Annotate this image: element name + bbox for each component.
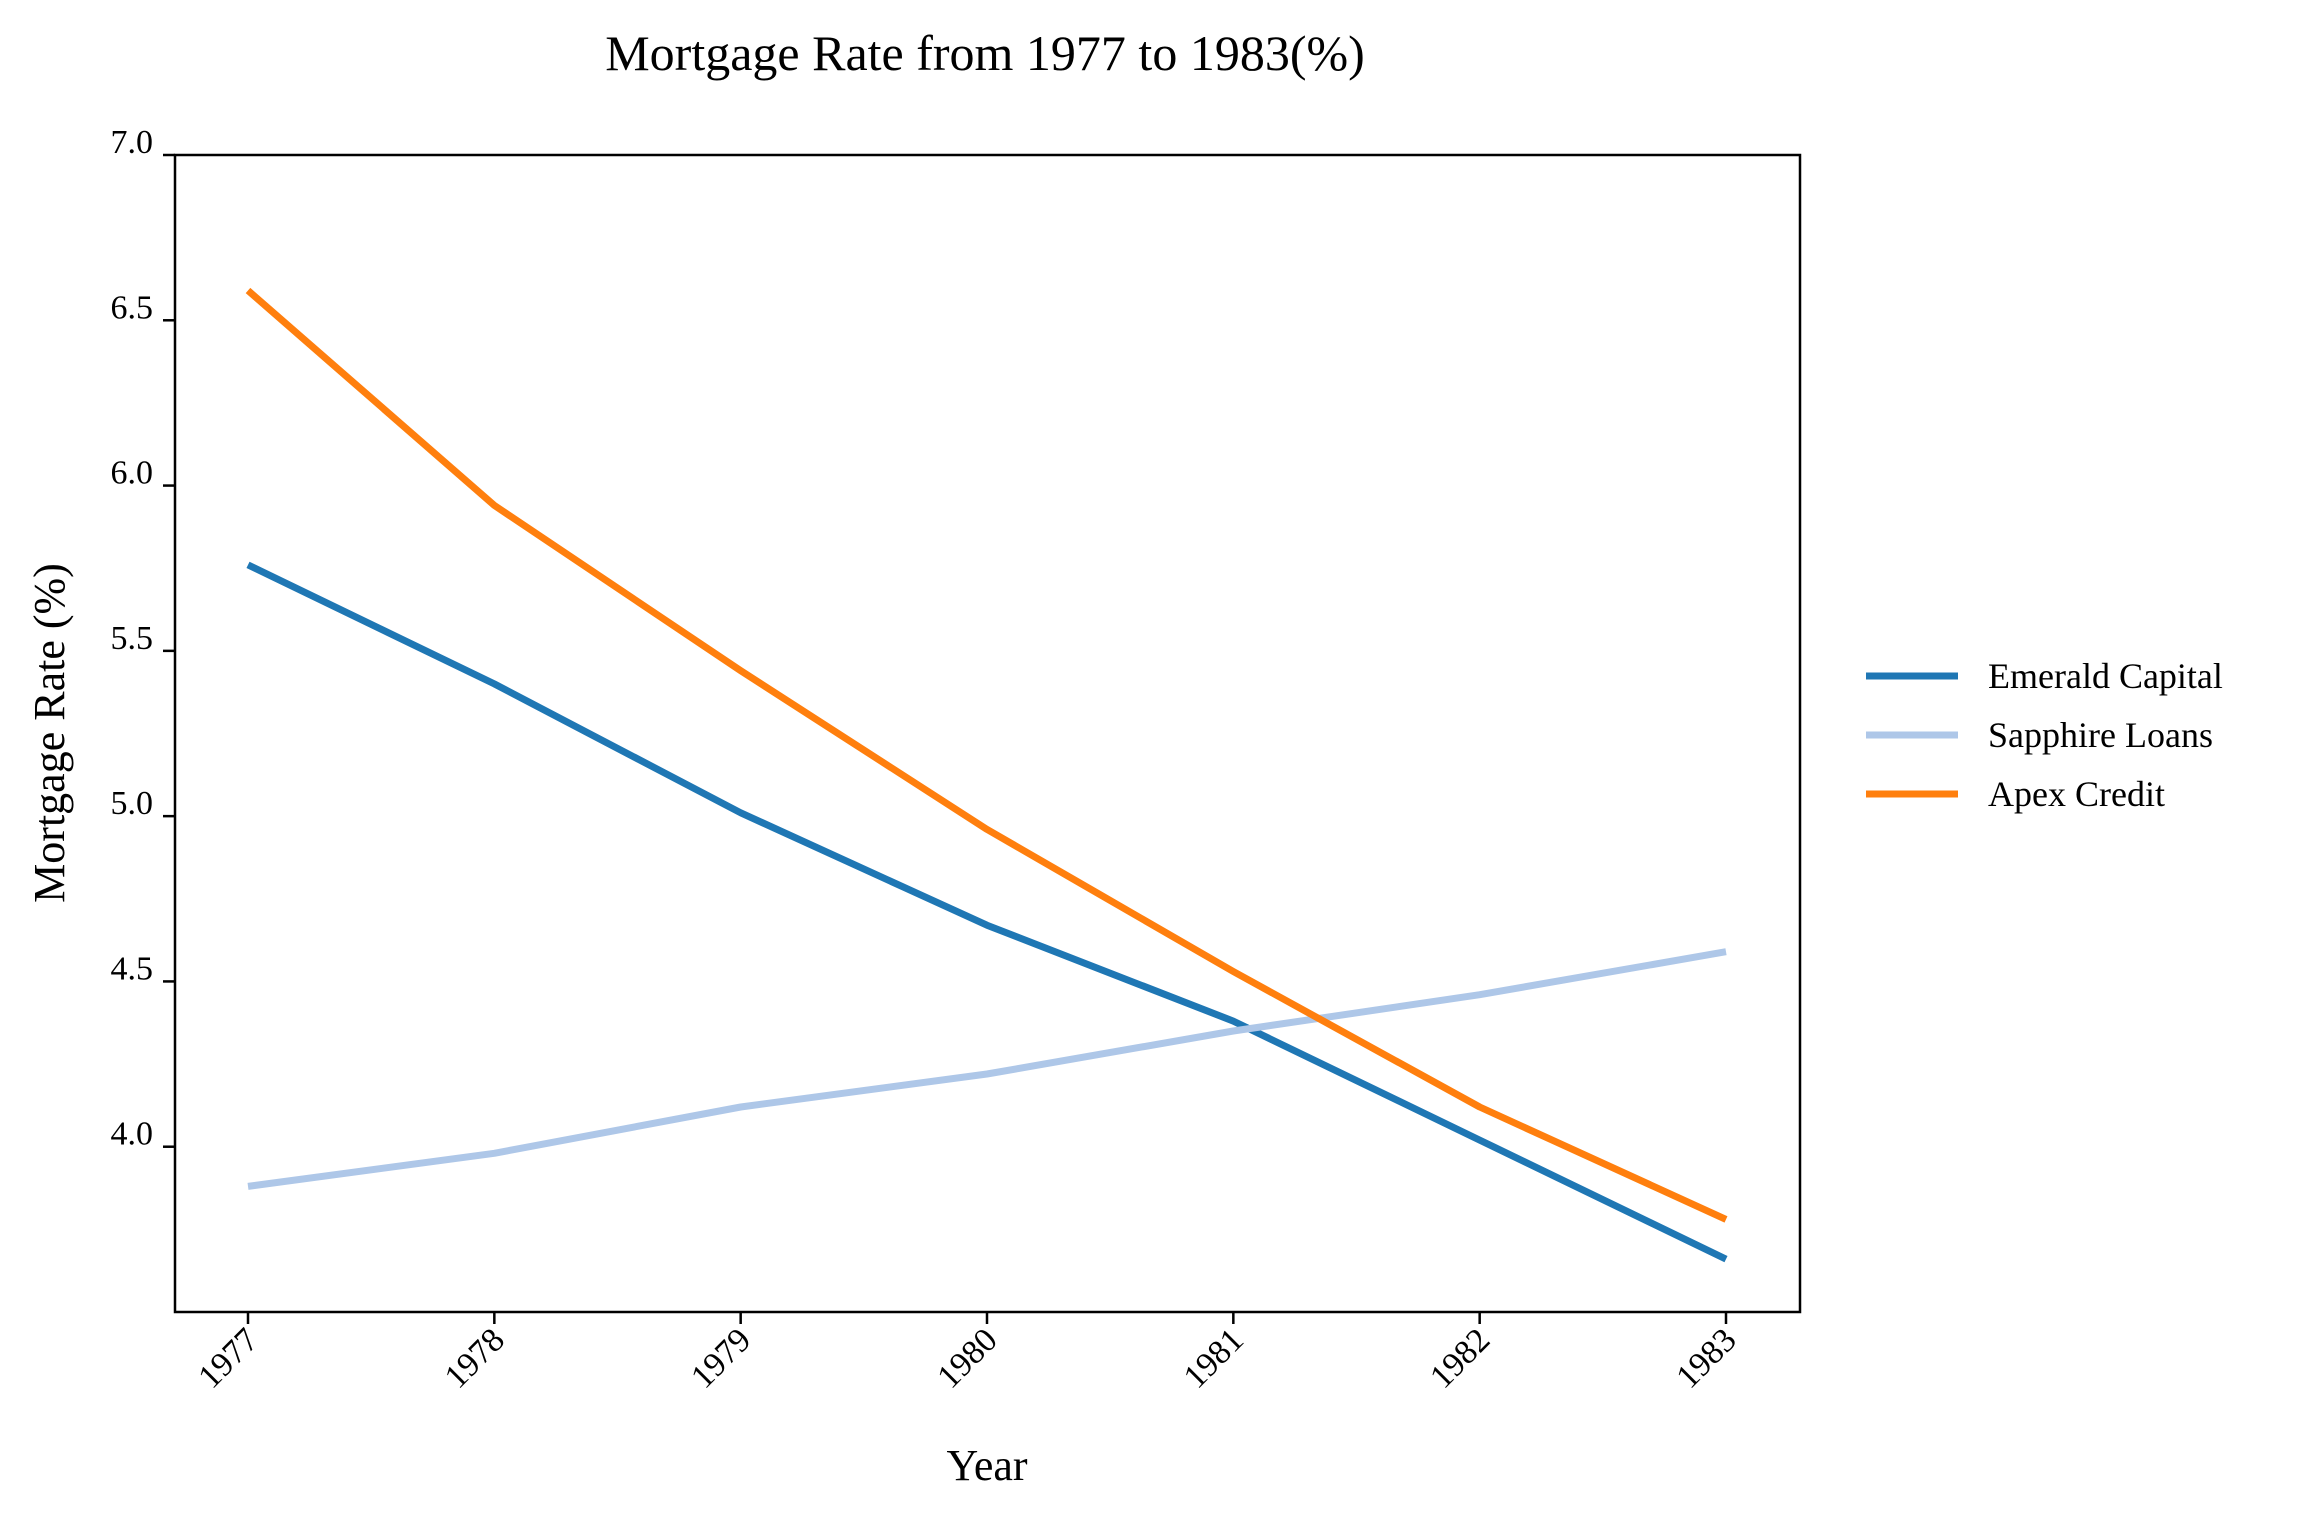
y-tick-label: 5.0 xyxy=(111,785,154,822)
y-tick-label: 4.0 xyxy=(111,1116,154,1153)
legend-label: Emerald Capital xyxy=(1988,656,2223,696)
x-tick-label: 1979 xyxy=(684,1321,758,1395)
legend: Emerald Capital Sapphire Loans Apex Credit xyxy=(1866,656,2223,814)
y-axis-label: Mortgage Rate (%) xyxy=(25,563,74,903)
x-tick-label: 1980 xyxy=(930,1321,1004,1395)
x-tick-label: 1982 xyxy=(1423,1321,1497,1395)
y-tick-label: 6.5 xyxy=(111,289,154,326)
chart-title: Mortgage Rate from 1977 to 1983(%) xyxy=(605,25,1365,81)
y-axis: 4.0 4.5 5.0 5.5 6.0 6.5 7.0 xyxy=(111,124,175,1153)
x-tick-label: 1978 xyxy=(438,1321,512,1395)
y-tick-label: 5.5 xyxy=(111,620,154,657)
series-line-sapphire-loans xyxy=(247,948,1727,1190)
series-line-apex-credit xyxy=(245,287,1728,1223)
y-tick-label: 7.0 xyxy=(111,124,154,161)
x-tick-label: 1981 xyxy=(1177,1321,1251,1395)
y-tick-label: 4.5 xyxy=(111,950,154,987)
legend-label: Apex Credit xyxy=(1988,774,2165,814)
series-lines xyxy=(245,287,1728,1263)
legend-label: Sapphire Loans xyxy=(1988,715,2213,755)
series-line-emerald-capital xyxy=(246,561,1728,1263)
x-axis: 1977 1978 1979 1980 1981 1982 1983 xyxy=(191,1312,1744,1396)
x-tick-label: 1983 xyxy=(1669,1321,1743,1395)
x-tick-label: 1977 xyxy=(191,1321,265,1395)
x-axis-label: Year xyxy=(946,1441,1027,1490)
y-tick-label: 6.0 xyxy=(111,455,154,492)
